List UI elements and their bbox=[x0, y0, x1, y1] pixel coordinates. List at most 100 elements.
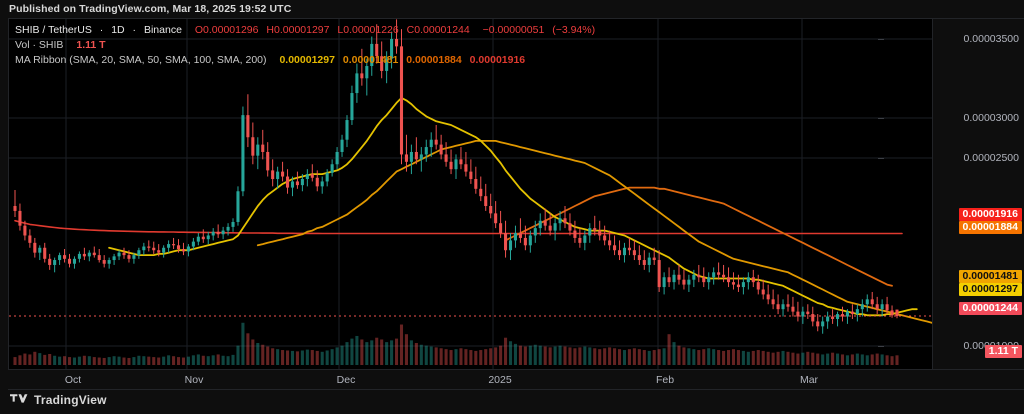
candle-body bbox=[439, 144, 443, 155]
volume-bar bbox=[63, 356, 67, 365]
volume-bar bbox=[573, 348, 577, 365]
chart-pane[interactable]: SHIB / TetherUS · 1D · Binance O0.000012… bbox=[8, 18, 933, 370]
volume-bar bbox=[791, 352, 795, 365]
candle-body bbox=[781, 304, 785, 310]
candle-body bbox=[409, 151, 413, 162]
tradingview-branding: TradingView bbox=[10, 393, 107, 407]
candle-body bbox=[231, 221, 235, 227]
candle-body bbox=[553, 223, 557, 231]
volume-bar bbox=[13, 357, 17, 365]
volume-bar bbox=[285, 350, 290, 365]
volume-bar bbox=[603, 348, 607, 365]
candlestick-series bbox=[13, 19, 899, 334]
volume-bar bbox=[622, 350, 627, 365]
volume-bar bbox=[776, 351, 780, 365]
candle-body bbox=[598, 230, 602, 236]
candle-body bbox=[603, 235, 607, 241]
candle-body bbox=[548, 225, 552, 231]
candle-body bbox=[72, 258, 76, 264]
candle-body bbox=[13, 206, 17, 211]
volume-bar bbox=[652, 350, 656, 365]
volume-bar bbox=[390, 340, 394, 365]
candle-body bbox=[117, 252, 121, 257]
ma20-price-badge[interactable]: 0.00001297 bbox=[958, 283, 1022, 296]
volume-bar bbox=[558, 345, 562, 365]
candle-body bbox=[885, 304, 889, 311]
volume-bar bbox=[518, 345, 522, 365]
candle-body bbox=[137, 250, 141, 256]
candle-body bbox=[518, 233, 522, 238]
volume-bar bbox=[33, 351, 37, 365]
candle-body bbox=[741, 282, 745, 288]
candle-body bbox=[756, 282, 760, 290]
candle-body bbox=[454, 159, 458, 170]
ma50-price-badge[interactable]: 0.00001481 bbox=[958, 270, 1022, 283]
candle-body bbox=[251, 137, 255, 156]
tick-dash bbox=[877, 346, 884, 347]
volume-bar bbox=[717, 350, 721, 365]
ma200-price-badge[interactable]: 0.00001916 bbox=[958, 208, 1022, 221]
candle-body bbox=[340, 139, 344, 152]
volume-badge[interactable]: 1.11 T bbox=[984, 345, 1022, 358]
candle-body bbox=[667, 277, 671, 283]
volume-bar bbox=[444, 349, 448, 365]
candle-body bbox=[102, 260, 106, 264]
candle-body bbox=[271, 170, 275, 179]
volume-bar bbox=[508, 341, 513, 365]
volume-bar bbox=[206, 356, 210, 365]
volume-bar bbox=[395, 338, 399, 365]
volume-bar bbox=[449, 350, 453, 365]
candle-body bbox=[18, 210, 22, 226]
candle-body bbox=[821, 321, 825, 327]
candle-body bbox=[826, 316, 830, 322]
volume-bar bbox=[429, 346, 433, 365]
volume-bar bbox=[137, 355, 141, 365]
candle-body bbox=[444, 154, 448, 162]
volume-bar bbox=[464, 349, 468, 365]
last-price-badge[interactable]: 0.00001244 bbox=[958, 302, 1022, 315]
volume-bar bbox=[682, 347, 686, 365]
volume-bar bbox=[127, 357, 131, 365]
volume-bar bbox=[246, 333, 250, 365]
volume-bar bbox=[538, 345, 542, 365]
candle-body bbox=[662, 277, 666, 288]
candle-body bbox=[276, 171, 280, 179]
candle-body bbox=[870, 299, 874, 305]
volume-bar bbox=[667, 334, 671, 365]
volume-bar bbox=[845, 355, 849, 365]
candle-body bbox=[712, 272, 716, 278]
volume-bar bbox=[712, 349, 716, 365]
candle-body bbox=[588, 228, 592, 236]
candle-body bbox=[246, 115, 250, 138]
volume-bar bbox=[181, 357, 186, 365]
volume-bar bbox=[97, 357, 101, 365]
candle-body bbox=[538, 220, 542, 229]
volume-bar bbox=[58, 356, 62, 365]
candle-body bbox=[513, 233, 517, 241]
time-axis[interactable]: Oct Nov Dec 2025 Feb Mar bbox=[8, 370, 1024, 390]
candle-body bbox=[211, 231, 215, 236]
candle-body bbox=[543, 220, 547, 226]
volume-bar bbox=[77, 356, 81, 365]
volume-bar bbox=[107, 357, 111, 365]
candle-body bbox=[449, 161, 453, 170]
candle-body bbox=[395, 39, 399, 47]
volume-bar bbox=[345, 342, 349, 365]
candle-body bbox=[380, 56, 384, 71]
volume-bar bbox=[548, 347, 552, 365]
candle-body bbox=[504, 233, 508, 251]
volume-bar bbox=[568, 347, 572, 365]
volume-bar bbox=[167, 355, 171, 365]
volume-bar bbox=[266, 346, 270, 365]
volume-bar bbox=[424, 345, 428, 365]
volume-bar bbox=[647, 350, 651, 365]
candle-body bbox=[697, 274, 701, 278]
volume-bar bbox=[360, 339, 364, 365]
volume-bar bbox=[236, 345, 240, 365]
candle-body bbox=[617, 250, 622, 256]
candle-body bbox=[855, 309, 859, 315]
ma100-price-badge[interactable]: 0.00001884 bbox=[958, 221, 1022, 234]
price-axis[interactable]: 0.000035000.000030000.000025000.00001000… bbox=[877, 18, 1024, 370]
volume-bar bbox=[87, 356, 91, 365]
volume-bar bbox=[677, 345, 681, 365]
